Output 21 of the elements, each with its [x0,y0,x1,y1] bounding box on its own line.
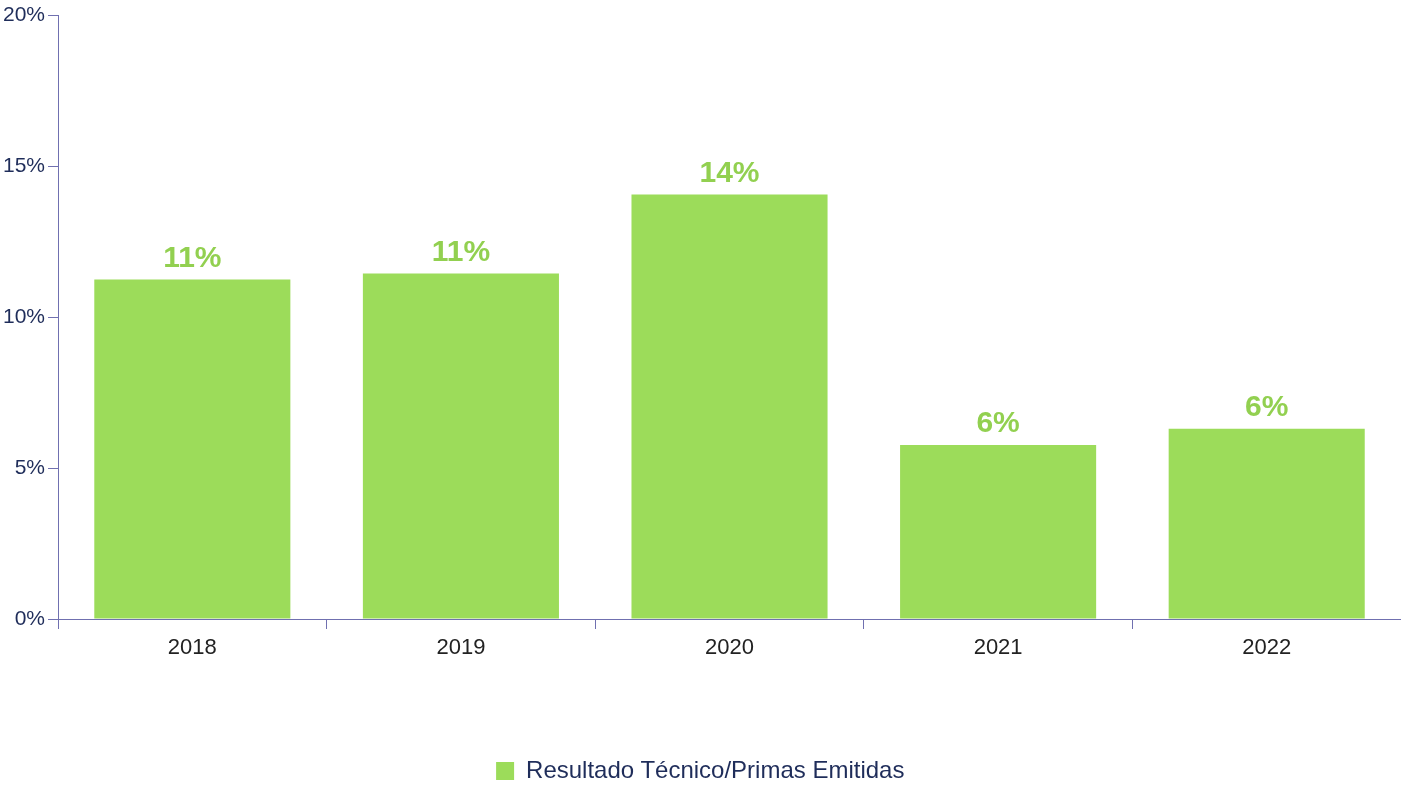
x-tick-label: 2021 [973,634,1023,660]
bar [94,279,291,619]
x-tick-label: 2018 [167,634,217,660]
y-tick-label: 5% [14,454,46,478]
data-label: 6% [1245,388,1289,422]
data-label: 14% [699,154,760,188]
x-tick-label: 2022 [1242,634,1292,660]
legend-label: Resultado Técnico/Primas Emitidas [526,755,905,783]
bar [362,273,559,619]
data-label: 11% [163,239,222,273]
bar [1168,428,1365,619]
y-tick-label: 0% [14,605,46,629]
data-label: 6% [976,405,1020,439]
x-tick-label: 2020 [705,634,754,660]
data-label: 11% [431,233,491,267]
bar [631,194,828,619]
y-tick-label: 10% [3,304,46,328]
bar [900,444,1097,619]
x-tick-label: 2019 [436,634,486,660]
y-tick-label: 20% [3,2,46,26]
y-tick-label: 15% [3,153,46,177]
